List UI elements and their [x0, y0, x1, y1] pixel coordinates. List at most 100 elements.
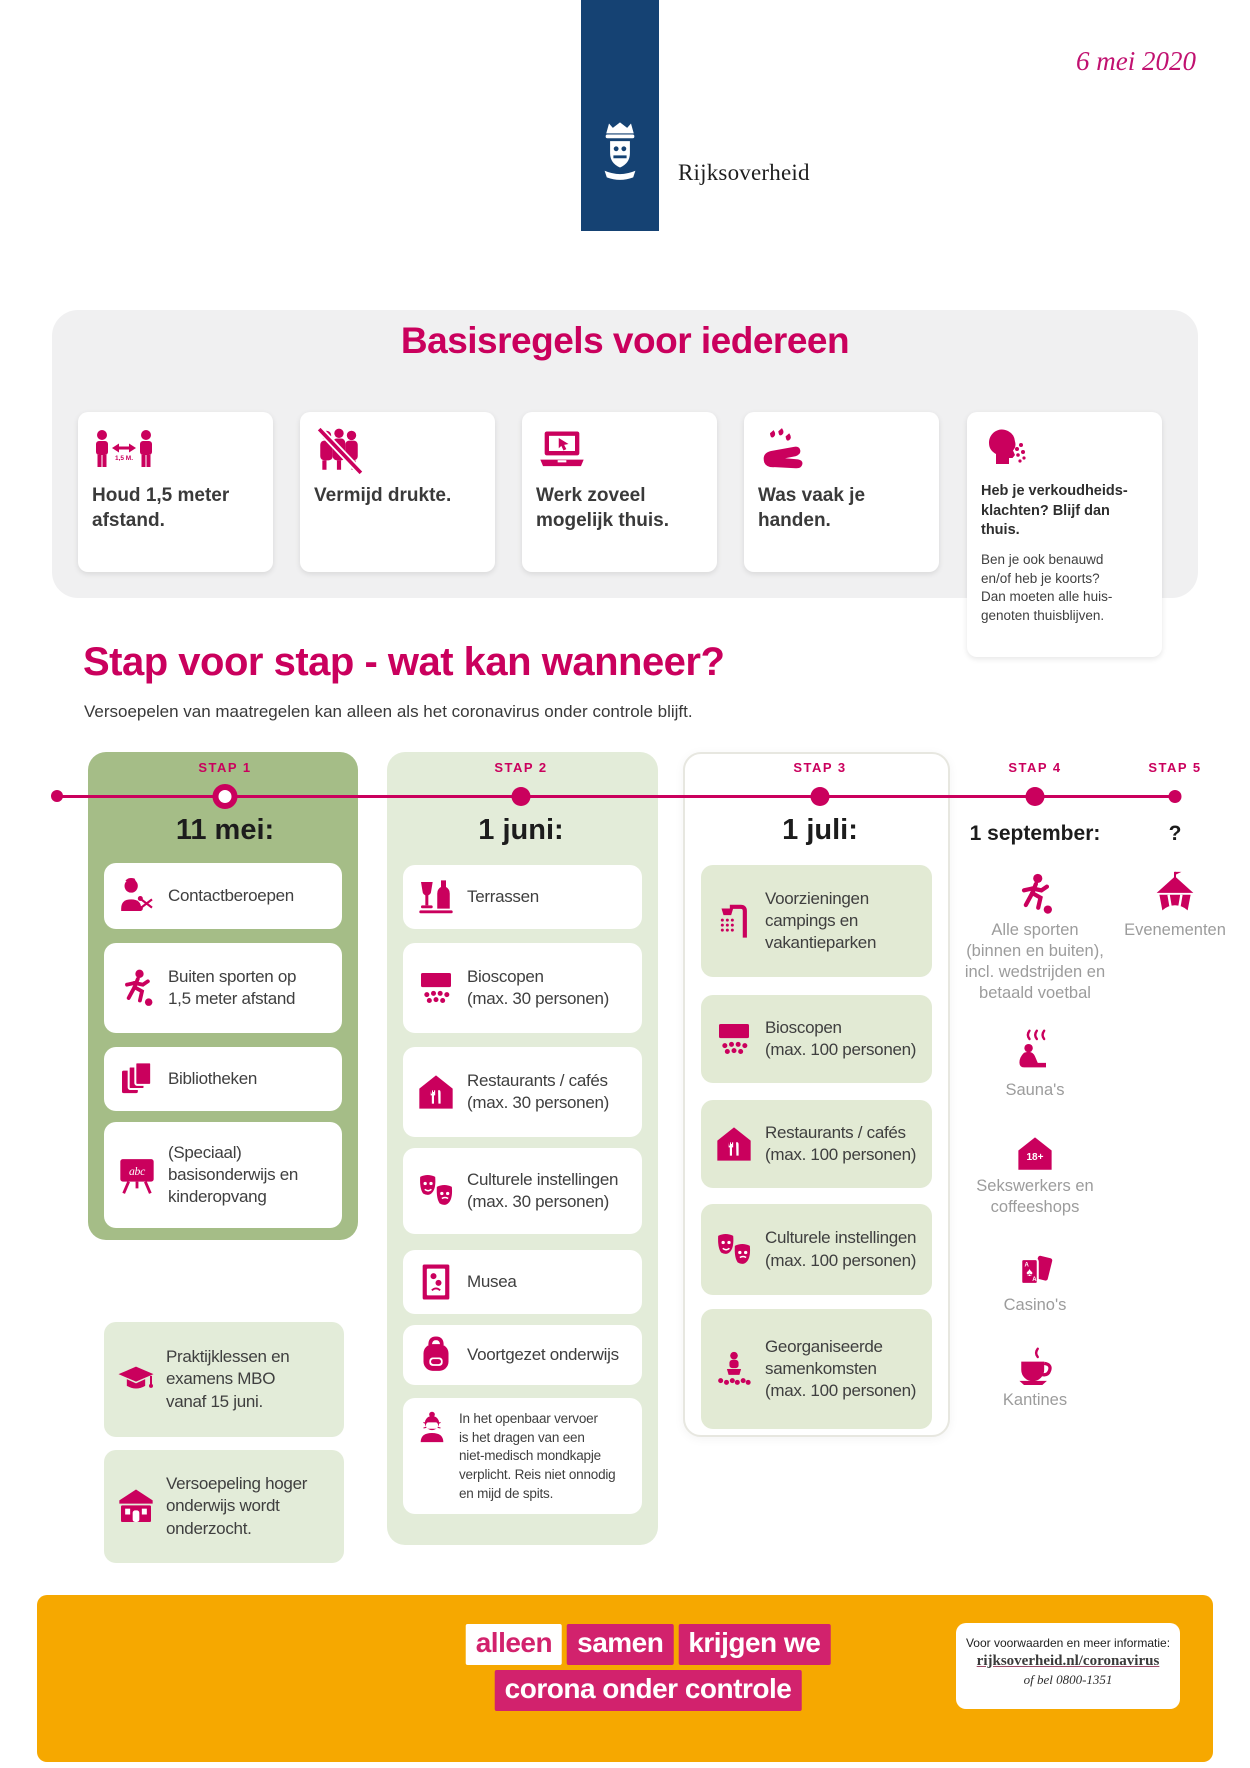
- camping-shower-icon: [713, 901, 755, 941]
- gathering-icon: [713, 1349, 755, 1389]
- restaurant-icon: [415, 1072, 457, 1112]
- item-label: Bioscopen (max. 100 personen): [765, 1017, 917, 1059]
- campaign-slogan: alleen samen krijgen we corona onder con…: [465, 1624, 831, 1711]
- step5-caption-evenementen: Evenementen: [1124, 921, 1226, 939]
- culture-masks-icon: [415, 1171, 457, 1211]
- step1-panel: Contactberoepen Buiten sporten op 1,5 me…: [88, 752, 358, 1240]
- rijksoverheid-wordmark: Rijksoverheid: [678, 160, 810, 185]
- item-label: Buiten sporten op 1,5 meter afstand: [168, 966, 297, 1008]
- rule-label: Was vaak je handen.: [758, 485, 866, 531]
- item-label: Culturele instellingen (max. 100 persone…: [765, 1228, 917, 1270]
- library-icon: [116, 1059, 158, 1099]
- wash-hands-icon: [758, 426, 808, 476]
- culture-masks-icon: [713, 1230, 755, 1270]
- step-tag-2: STAP 2: [494, 760, 548, 775]
- item-label: Restaurants / cafés (max. 30 personen): [467, 1070, 610, 1112]
- step1-item-contactberoepen: Contactberoepen: [104, 863, 342, 929]
- step-date-3: 1 juli:: [782, 814, 858, 846]
- slogan-line2: corona onder controle: [466, 1670, 831, 1711]
- step2-note-mondkapje: In het openbaar vervoer is het dragen va…: [403, 1398, 642, 1514]
- step4-caption-kantines: Kantines: [1002, 1391, 1068, 1409]
- item-label: (Speciaal) basisonderwijs en kinderopvan…: [168, 1142, 299, 1207]
- item-label: Restaurants / cafés (max. 100 personen): [765, 1122, 917, 1164]
- step4-item-saunas: [1012, 1028, 1058, 1072]
- slogan-word-samen: samen: [567, 1624, 674, 1665]
- slogan-corona-onder-controle: corona onder controle: [494, 1670, 802, 1711]
- item-label: Bioscopen (max. 30 personen): [467, 966, 610, 1008]
- step4-item-kantines: [1013, 1346, 1057, 1390]
- timeline-dot-step1: [212, 784, 238, 809]
- rule-card-work-home: Werk zoveel mogelijk thuis.: [522, 412, 717, 572]
- step4-item-sekswerkers: [1014, 1132, 1056, 1176]
- graduation-icon: [116, 1360, 156, 1400]
- step3-item-campings: Voorzieningen campings en vakantieparken: [701, 865, 932, 977]
- events-tent-icon: [1151, 870, 1199, 914]
- info-phone: of bel 0800-1351: [1023, 1672, 1113, 1687]
- timeline-start-dot: [51, 790, 63, 802]
- canteen-icon: [1013, 1346, 1057, 1390]
- avoid-crowds-icon: [314, 426, 364, 476]
- step3-item-bioscopen: Bioscopen (max. 100 personen): [701, 995, 932, 1083]
- restaurant-icon: [713, 1124, 755, 1164]
- adult-venues-icon: [1014, 1132, 1056, 1176]
- timeline-line: [57, 795, 1175, 798]
- step4-item-casinos: [1013, 1250, 1057, 1294]
- item-label: Voortgezet onderwijs: [467, 1344, 619, 1364]
- step-date-2: 1 juni:: [478, 814, 564, 846]
- rule-label-body: Ben je ook benauwd en/of heb je koorts? …: [981, 551, 1113, 624]
- secondary-school-icon: [415, 1335, 457, 1375]
- step5-item-evenementen: [1151, 870, 1199, 914]
- item-label: Musea: [467, 1271, 517, 1291]
- step-tag-4: STAP 4: [1008, 760, 1062, 775]
- terrace-icon: [415, 877, 457, 917]
- basisregels-title: Basisregels voor iedereen: [400, 320, 850, 361]
- timeline-dot-step4: [1025, 787, 1045, 806]
- step2-item-bioscopen: Bioscopen (max. 30 personen): [403, 943, 642, 1033]
- rule-label: Vermijd drukte.: [314, 485, 452, 506]
- slogan-line1: alleen samen krijgen we: [465, 1624, 831, 1665]
- step2-item-terrassen: Terrassen: [403, 865, 642, 929]
- item-label: Praktijklessen en examens MBO vanaf 15 j…: [166, 1346, 290, 1411]
- distance-icon: [92, 426, 156, 476]
- rule-card-distance: Houd 1,5 meter afstand.: [78, 412, 273, 572]
- school-board-icon: [116, 1155, 158, 1195]
- step-tag-3: STAP 3: [793, 760, 847, 775]
- rule-card-symptoms: Heb je verkoudheids- klachten? Blijf dan…: [967, 412, 1162, 657]
- step-date-4: 1 september:: [969, 822, 1101, 845]
- rule-card-wash-hands: Was vaak je handen.: [744, 412, 939, 572]
- outdoor-sports-icon: [116, 968, 158, 1008]
- step-tag-5: STAP 5: [1148, 760, 1202, 775]
- step2-item-musea: Musea: [403, 1250, 642, 1314]
- info-box: Voor voorwaarden en meer informatie: rij…: [956, 1623, 1180, 1709]
- note-label: In het openbaar vervoer is het dragen va…: [459, 1411, 616, 1501]
- step-tag-1: STAP 1: [198, 760, 252, 775]
- contact-professions-icon: [116, 876, 158, 916]
- info-text: Voor voorwaarden en meer informatie:: [965, 1636, 1171, 1650]
- item-label: Contactberoepen: [168, 885, 294, 905]
- step1-extra-hoger-onderwijs: Versoepeling hoger onderwijs wordt onder…: [104, 1450, 344, 1563]
- step4-caption-saunas: Sauna's: [1005, 1081, 1065, 1099]
- rijksoverheid-ribbon: [581, 0, 659, 231]
- sauna-icon: [1012, 1028, 1058, 1072]
- cinema-icon: [713, 1019, 755, 1059]
- casino-icon: [1013, 1250, 1057, 1294]
- step1-item-basisonderwijs: (Speciaal) basisonderwijs en kinderopvan…: [104, 1122, 342, 1228]
- timeline-dot-step5: [1168, 790, 1182, 803]
- step1-item-bibliotheken: Bibliotheken: [104, 1047, 342, 1111]
- coronavirus-info-link[interactable]: rijksoverheid.nl/coronavirus: [976, 1653, 1160, 1669]
- publication-date: 6 mei 2020: [1076, 46, 1196, 76]
- step4-caption-casinos: Casino's: [1003, 1296, 1067, 1314]
- step3-item-restaurants: Restaurants / cafés (max. 100 personen): [701, 1100, 932, 1188]
- step2-panel: Terrassen Bioscopen (max. 30 personen) R…: [387, 752, 658, 1545]
- step2-item-voortgezet-onderwijs: Voortgezet onderwijs: [403, 1325, 642, 1385]
- cinema-icon: [415, 968, 457, 1008]
- slogan-word-krijgen-we: krijgen we: [678, 1624, 831, 1665]
- timeline-dot-step2: [511, 787, 531, 806]
- step4-caption-sekswerkers: Sekswerkers en coffeeshops: [976, 1177, 1094, 1217]
- step-date-1: 11 mei:: [175, 814, 275, 846]
- item-label: Bibliotheken: [168, 1068, 258, 1088]
- step2-item-culturele-instellingen: Culturele instellingen (max. 30 personen…: [403, 1148, 642, 1234]
- face-mask-icon: [415, 1410, 449, 1446]
- item-label: Voorzieningen campings en vakantieparken: [765, 888, 877, 953]
